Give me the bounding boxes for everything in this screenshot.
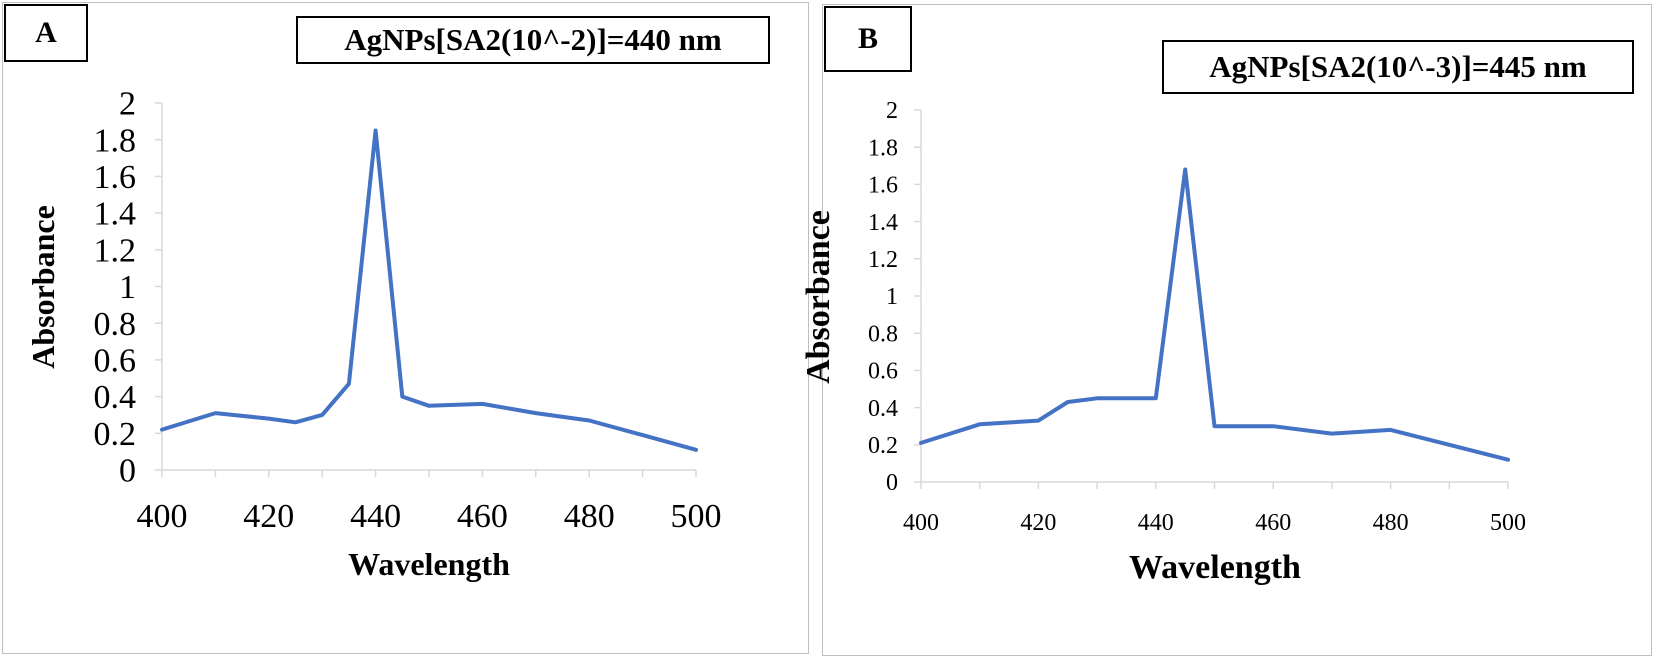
chart-a-y-tick-label: 0.8 xyxy=(94,306,137,343)
chart-a-y-tick-label: 0.6 xyxy=(94,342,137,379)
chart-a-x-tick-label: 460 xyxy=(457,498,508,535)
chart-a-y-tick-label: 0.4 xyxy=(94,379,137,416)
chart-a-y-axis-label: Absorbance xyxy=(25,205,61,369)
chart-a-y-tick-label: 1 xyxy=(119,269,136,306)
chart-a-x-tick-label: 440 xyxy=(350,498,401,535)
chart-b-y-tick-label: 0.6 xyxy=(868,359,898,385)
chart-b-y-tick-label: 1.2 xyxy=(868,247,898,273)
chart-a-y-tick-label: 0.2 xyxy=(94,416,137,453)
panel-b-title-box: AgNPs[SA2(10^-3)]=445 nm xyxy=(1162,40,1634,94)
chart-a-y-tick-label: 1.8 xyxy=(94,122,137,159)
panel-b-frame xyxy=(822,4,1652,656)
chart-b-series-line xyxy=(919,167,1510,462)
chart-b-x-tick-label: 460 xyxy=(1255,510,1291,536)
chart-b-y-axis-label: Absorbance xyxy=(800,210,837,384)
panel-a-frame xyxy=(2,2,809,654)
chart-b-y-tick-label: 0 xyxy=(886,470,898,496)
chart-a-y-tick-label: 1.2 xyxy=(94,232,137,269)
chart-b-x-tick-label: 400 xyxy=(903,510,939,536)
chart-a-x-tick-label: 400 xyxy=(137,498,188,535)
chart-a-x-axis-label: Wavelength xyxy=(348,546,510,582)
chart-b-x-tick-label: 480 xyxy=(1373,510,1409,536)
chart-a-x-tick-label: 480 xyxy=(564,498,615,535)
chart-b-x-tick-label: 440 xyxy=(1138,510,1174,536)
chart-b-y-tick-label: 0.8 xyxy=(868,321,898,347)
chart-a-series-line xyxy=(160,128,698,452)
chart-b-y-tick-label: 1 xyxy=(886,284,898,310)
chart-a-y-tick-label: 0 xyxy=(119,453,136,490)
chart-b-y-tick-label: 1.8 xyxy=(868,135,898,161)
chart-b-y-tick-label: 1.4 xyxy=(868,210,898,236)
chart-a-y-tick-label: 1.6 xyxy=(94,159,137,196)
chart-b-x-axis-label: Wavelength xyxy=(1129,549,1301,586)
chart-a-x-tick-label: 420 xyxy=(243,498,294,535)
chart-b-y-tick-label: 1.6 xyxy=(868,173,898,199)
panel-b-tag: B xyxy=(824,6,912,72)
panel-a-title-box: AgNPs[SA2(10^-2)]=440 nm xyxy=(296,16,770,64)
chart-a-y-tick-label: 2 xyxy=(119,86,136,123)
chart-b-x-tick-label: 500 xyxy=(1490,510,1526,536)
chart-b-x-tick-label: 420 xyxy=(1020,510,1056,536)
chart-b-y-tick-label: 0.2 xyxy=(868,433,898,459)
chart-a-y-tick-label: 1.4 xyxy=(94,196,137,233)
panel-a-tag: A xyxy=(4,4,88,62)
chart-a-x-tick-label: 500 xyxy=(671,498,722,535)
chart-b-y-tick-label: 0.4 xyxy=(868,396,898,422)
chart-b-y-tick-label: 2 xyxy=(886,98,898,124)
